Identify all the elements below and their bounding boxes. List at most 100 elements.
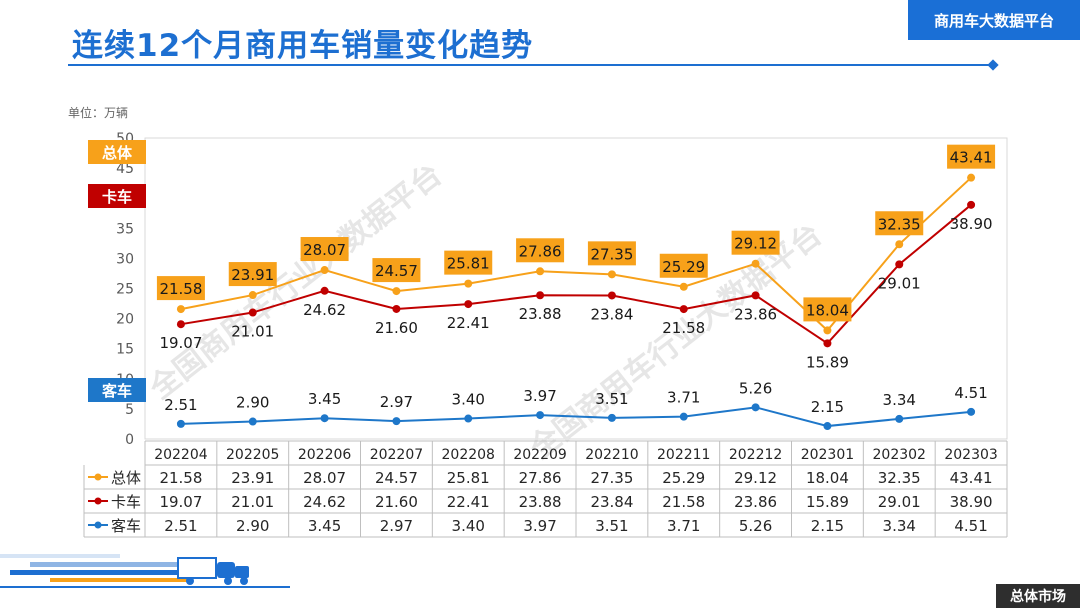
value-label-bus: 2.97 [380, 393, 413, 411]
data-point-total [751, 259, 760, 268]
table-cell: 3.71 [667, 517, 700, 535]
value-label-bus: 4.51 [954, 384, 987, 402]
legend-marker-truck [94, 497, 102, 505]
data-point-truck [248, 308, 257, 317]
table-cell: 4.51 [954, 517, 987, 535]
table-cell: 24.57 [375, 469, 418, 487]
data-point-bus [248, 417, 257, 426]
table-cell: 3.40 [452, 517, 485, 535]
data-point-truck [679, 305, 688, 314]
table-cell: 28.07 [303, 469, 346, 487]
y-tick-label: 45 [116, 161, 134, 177]
value-label-bus: 3.40 [452, 391, 485, 409]
value-label-box-total [228, 262, 277, 287]
truck-icon [177, 557, 249, 585]
x-tick-label: 202303 [944, 447, 997, 463]
value-label-box-total [516, 238, 565, 263]
table-cell: 3.45 [308, 517, 341, 535]
table-cell: 23.86 [734, 493, 777, 511]
value-label-total: 29.12 [734, 235, 777, 253]
table-cell: 24.62 [303, 493, 346, 511]
y-tick-label: 35 [116, 221, 134, 237]
value-label-total: 23.91 [231, 266, 274, 284]
table-cell: 27.35 [590, 469, 633, 487]
table-cell: 23.88 [519, 493, 562, 511]
data-point-total [823, 326, 832, 335]
series-tag-box-truck [88, 184, 146, 208]
brand-tag: 商用车大数据平台 [908, 0, 1080, 40]
table-cell: 3.97 [523, 517, 556, 535]
data-point-total [176, 305, 185, 314]
data-point-truck [392, 304, 401, 313]
value-label-box-total [875, 211, 924, 236]
table-cell: 21.01 [231, 493, 274, 511]
table-cell: 2.90 [236, 517, 269, 535]
table-cell: 38.90 [950, 493, 993, 511]
table-cell: 25.81 [447, 469, 490, 487]
data-point-total [248, 291, 257, 300]
table-row-label: 总体 [111, 469, 141, 487]
data-point-bus [679, 412, 688, 421]
data-point-bus [895, 414, 904, 423]
value-label-total: 27.86 [519, 242, 562, 260]
data-point-truck [536, 291, 545, 300]
x-tick-label: 202212 [729, 447, 782, 463]
table-cell: 15.89 [806, 493, 849, 511]
data-point-truck [967, 200, 976, 209]
data-point-bus [751, 403, 760, 412]
data-point-bus [392, 417, 401, 426]
table-row-label: 客车 [111, 517, 141, 535]
value-label-box-total [444, 250, 493, 275]
table-cell: 29.01 [878, 493, 921, 511]
value-label-truck: 38.90 [950, 215, 993, 233]
series-line-total [180, 176, 972, 332]
data-point-total [392, 287, 401, 296]
x-tick-label: 202302 [873, 447, 926, 463]
table-cell: 21.60 [375, 493, 418, 511]
trucks-decoration [0, 554, 290, 588]
table-cell: 23.91 [231, 469, 274, 487]
value-label-truck: 23.84 [590, 305, 633, 323]
value-label-box-total [156, 276, 205, 301]
data-point-truck [320, 286, 329, 295]
data-point-bus [320, 414, 329, 423]
value-label-bus: 2.51 [164, 396, 197, 414]
table-cell: 21.58 [159, 469, 202, 487]
data-point-total [464, 279, 473, 288]
plot-frame [144, 137, 1008, 440]
series-line-bus [180, 406, 972, 428]
data-point-total [607, 270, 616, 279]
value-label-box-total [372, 258, 421, 283]
value-label-box-total [947, 144, 996, 169]
value-label-total: 27.35 [590, 245, 633, 263]
value-label-total: 32.35 [878, 215, 921, 233]
x-tick-label: 202207 [370, 447, 423, 463]
table-cell: 32.35 [878, 469, 921, 487]
data-point-bus [823, 422, 832, 431]
data-point-total [320, 266, 329, 275]
data-point-truck [823, 339, 832, 348]
table-cell: 25.29 [662, 469, 705, 487]
table-cell: 19.07 [159, 493, 202, 511]
series-tag-truck: 卡车 [102, 188, 132, 206]
data-point-total [967, 173, 976, 182]
x-tick-label: 202209 [513, 447, 566, 463]
value-label-truck: 15.89 [806, 353, 849, 371]
data-point-bus [967, 407, 976, 416]
page-title: 连续12个月商用车销量变化趋势 [72, 28, 534, 64]
y-tick-label: 25 [116, 282, 134, 298]
table-cell: 43.41 [950, 469, 993, 487]
table-cell: 29.12 [734, 469, 777, 487]
x-tick-label: 202205 [226, 447, 279, 463]
table-cell: 27.86 [519, 469, 562, 487]
value-label-total: 18.04 [806, 301, 849, 319]
value-label-truck: 23.88 [519, 305, 562, 323]
data-point-bus [536, 411, 545, 420]
value-label-truck: 29.01 [878, 274, 921, 292]
unit-label: 单位：万辆 [68, 106, 129, 120]
section-tag: 总体市场 [996, 584, 1080, 608]
data-point-truck [176, 320, 185, 329]
value-label-total: 25.29 [662, 258, 705, 276]
x-tick-label: 202211 [657, 447, 710, 463]
table-cell: 3.34 [883, 517, 916, 535]
